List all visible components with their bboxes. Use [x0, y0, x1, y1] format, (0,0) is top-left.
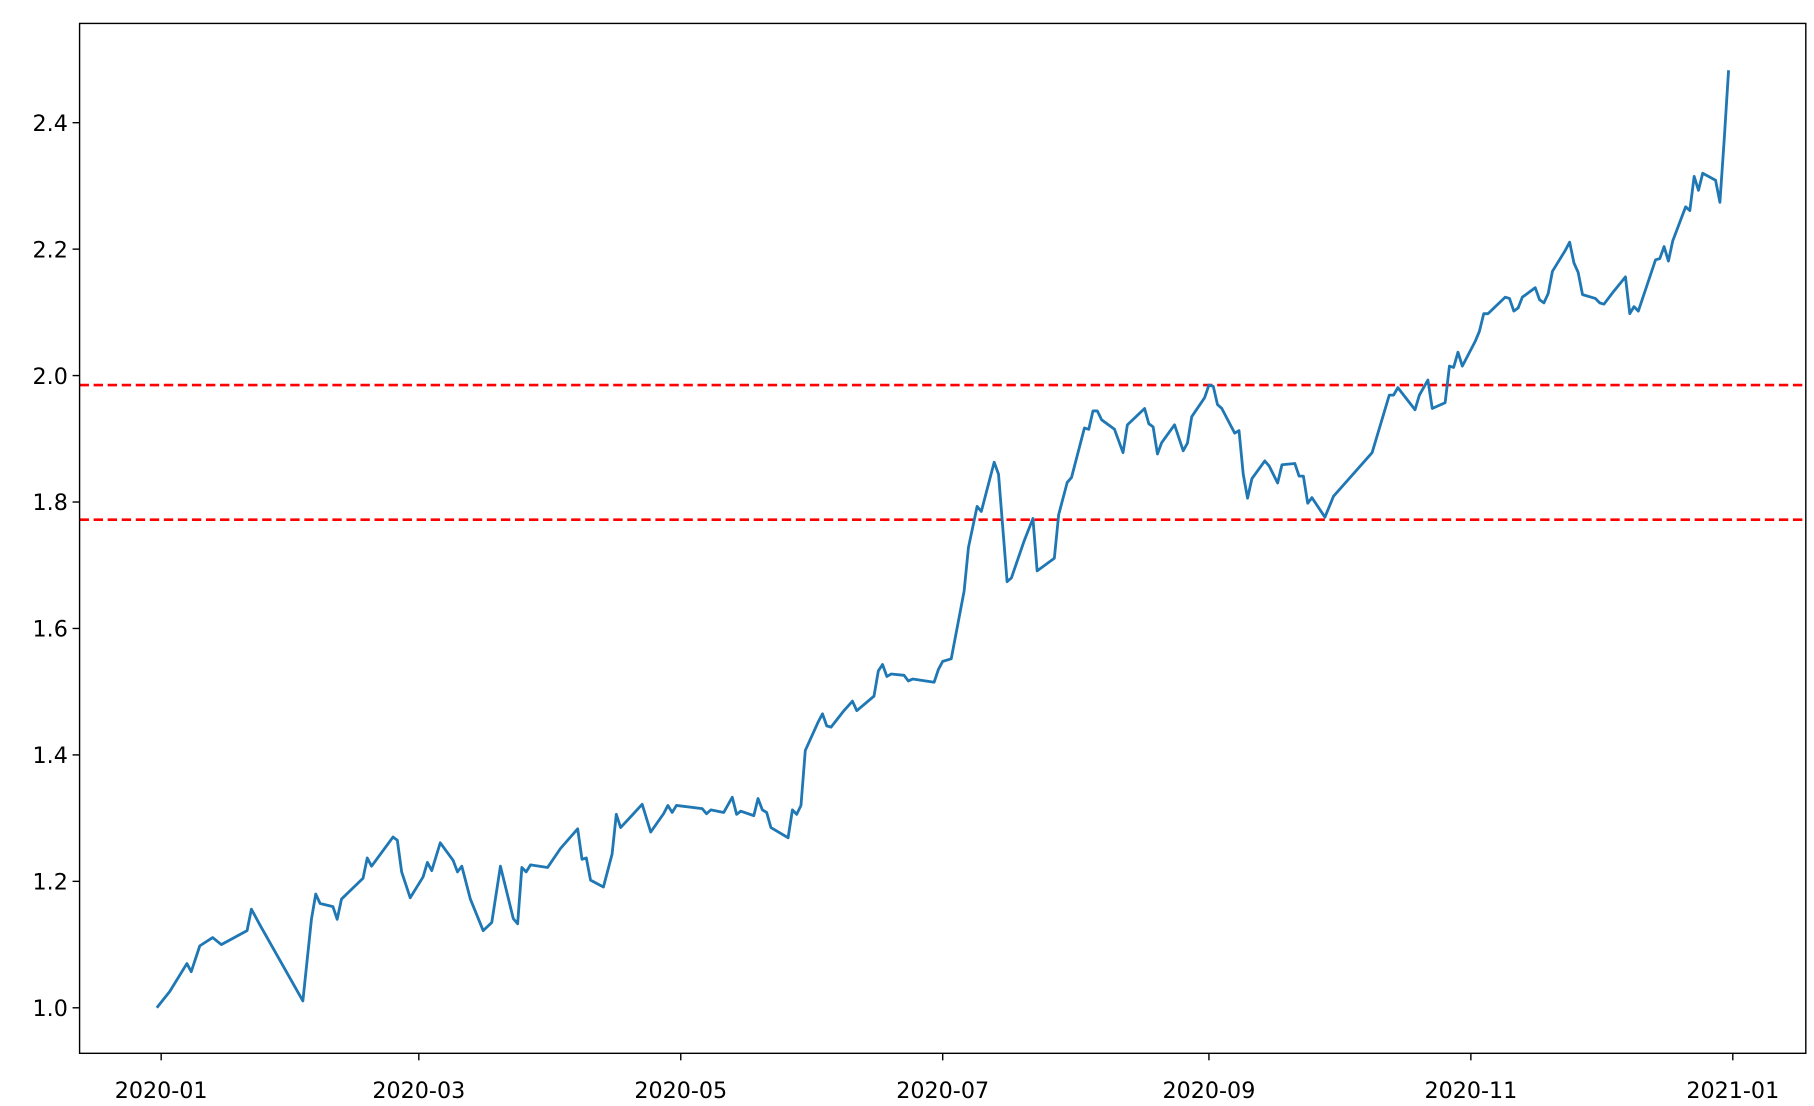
y-tick-label: 1.4 — [33, 743, 68, 769]
x-tick-label: 2020-07 — [896, 1078, 989, 1104]
y-tick-label: 2.0 — [33, 364, 68, 390]
x-tick-label: 2020-03 — [372, 1078, 465, 1104]
x-tick-label: 2021-01 — [1686, 1078, 1779, 1104]
series-line — [155, 70, 1730, 1009]
plot-frame — [78, 22, 1807, 1055]
plot-background — [79, 23, 1806, 1054]
y-tick-label: 1.6 — [33, 617, 68, 643]
x-tick-label: 2020-09 — [1163, 1078, 1256, 1104]
y-tick-label: 2.4 — [33, 111, 68, 137]
x-tick-label: 2020-01 — [115, 1078, 208, 1104]
x-tick-label: 2020-05 — [634, 1078, 727, 1104]
y-tick-label: 1.0 — [33, 996, 68, 1022]
x-tick-label: 2020-11 — [1424, 1078, 1517, 1104]
y-tick-label: 1.2 — [33, 870, 68, 896]
y-tick-label: 2.2 — [33, 237, 68, 263]
y-tick-label: 1.8 — [33, 490, 68, 516]
